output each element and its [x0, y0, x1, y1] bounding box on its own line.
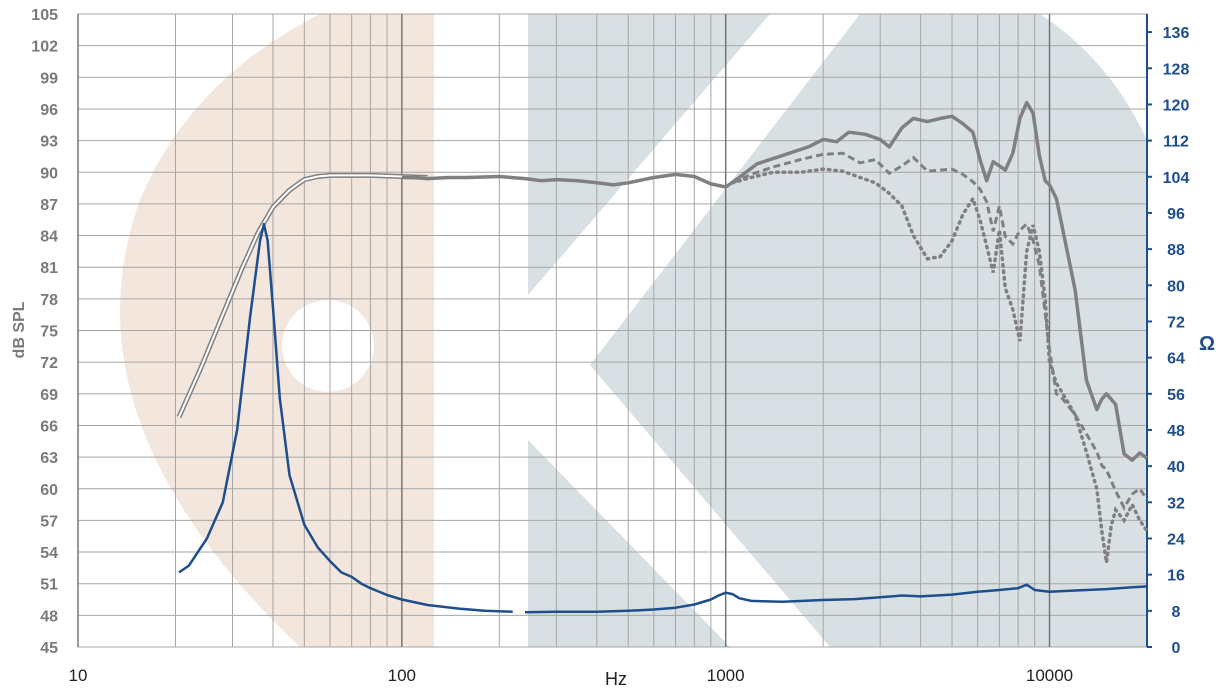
- y-tick-label: 81: [40, 260, 58, 277]
- y-tick-label: 84: [40, 229, 58, 246]
- y-tick-label: 75: [40, 324, 58, 341]
- y-tick-label: 51: [40, 577, 58, 594]
- y-tick-label: 102: [31, 39, 58, 56]
- spl-series-0deg: [401, 100, 1149, 463]
- y2-tick-label: 32: [1167, 495, 1185, 512]
- y-tick-label: 99: [40, 70, 58, 87]
- impedance-series: [524, 583, 1148, 614]
- y2-tick-label: 16: [1167, 568, 1185, 585]
- x-tick-label: 100: [388, 666, 416, 685]
- y-tick-label: 60: [40, 482, 58, 499]
- y2-tick-label: 128: [1163, 61, 1190, 78]
- y2-tick-label: 8: [1172, 604, 1181, 621]
- y2-tick-label: 24: [1167, 531, 1185, 548]
- y2-tick-label: 96: [1167, 206, 1185, 223]
- y2-tick-label: 40: [1167, 459, 1185, 476]
- x-tick-label: 10: [69, 666, 88, 685]
- y-tick-label: 78: [40, 292, 58, 309]
- x-axis-label: Hz: [605, 669, 627, 688]
- y-tick-label: 87: [40, 197, 58, 214]
- y2-tick-label: 56: [1167, 387, 1185, 404]
- y-tick-label: 63: [40, 450, 58, 467]
- y-tick-label: 57: [40, 513, 58, 530]
- y2-tick-label: 64: [1167, 351, 1185, 368]
- impedance-series: [178, 222, 513, 613]
- plot-series: [176, 100, 1149, 614]
- y2-tick-label: 72: [1167, 314, 1185, 331]
- y-tick-label: 69: [40, 387, 58, 404]
- y2-tick-label: 88: [1167, 242, 1185, 259]
- y2-tick-label: 80: [1167, 278, 1185, 295]
- x-tick-label: 1000: [707, 666, 745, 685]
- y-tick-label: 72: [40, 355, 58, 372]
- spl-series-dashed: [731, 151, 1149, 511]
- watermark-k-top: [528, 14, 770, 295]
- y2-tick-label: 136: [1163, 25, 1190, 42]
- x-tick-label: 10000: [1026, 666, 1073, 685]
- y2-tick-label: 120: [1163, 97, 1190, 114]
- y-tick-label: 45: [40, 640, 58, 657]
- y2-axis-label: Ω: [1199, 333, 1215, 355]
- y-tick-label: 90: [40, 165, 58, 182]
- watermark-k-bottom: [528, 440, 730, 647]
- plot-grid: [77, 13, 1148, 648]
- y-tick-label: 66: [40, 418, 58, 435]
- y2-tick-label: 48: [1167, 423, 1185, 440]
- y-tick-label: 96: [40, 102, 58, 119]
- watermark-circle: [282, 300, 374, 392]
- y2-tick-label: 104: [1163, 170, 1190, 187]
- y-tick-label: 105: [31, 7, 58, 24]
- y-tick-label: 48: [40, 608, 58, 625]
- axis-ticks: 45 48 51 54 57 60 63 66 69 72 75 78 81 84 87 90 93 96 99 10…: [31, 7, 1189, 685]
- y2-tick-label: 0: [1172, 640, 1181, 657]
- y2-tick-label: 112: [1163, 134, 1189, 151]
- y-tick-label: 93: [40, 134, 58, 151]
- y-axis-label: dB SPL: [11, 301, 28, 358]
- y-tick-label: 54: [40, 545, 58, 562]
- spl-nearfield-inner: [178, 174, 428, 418]
